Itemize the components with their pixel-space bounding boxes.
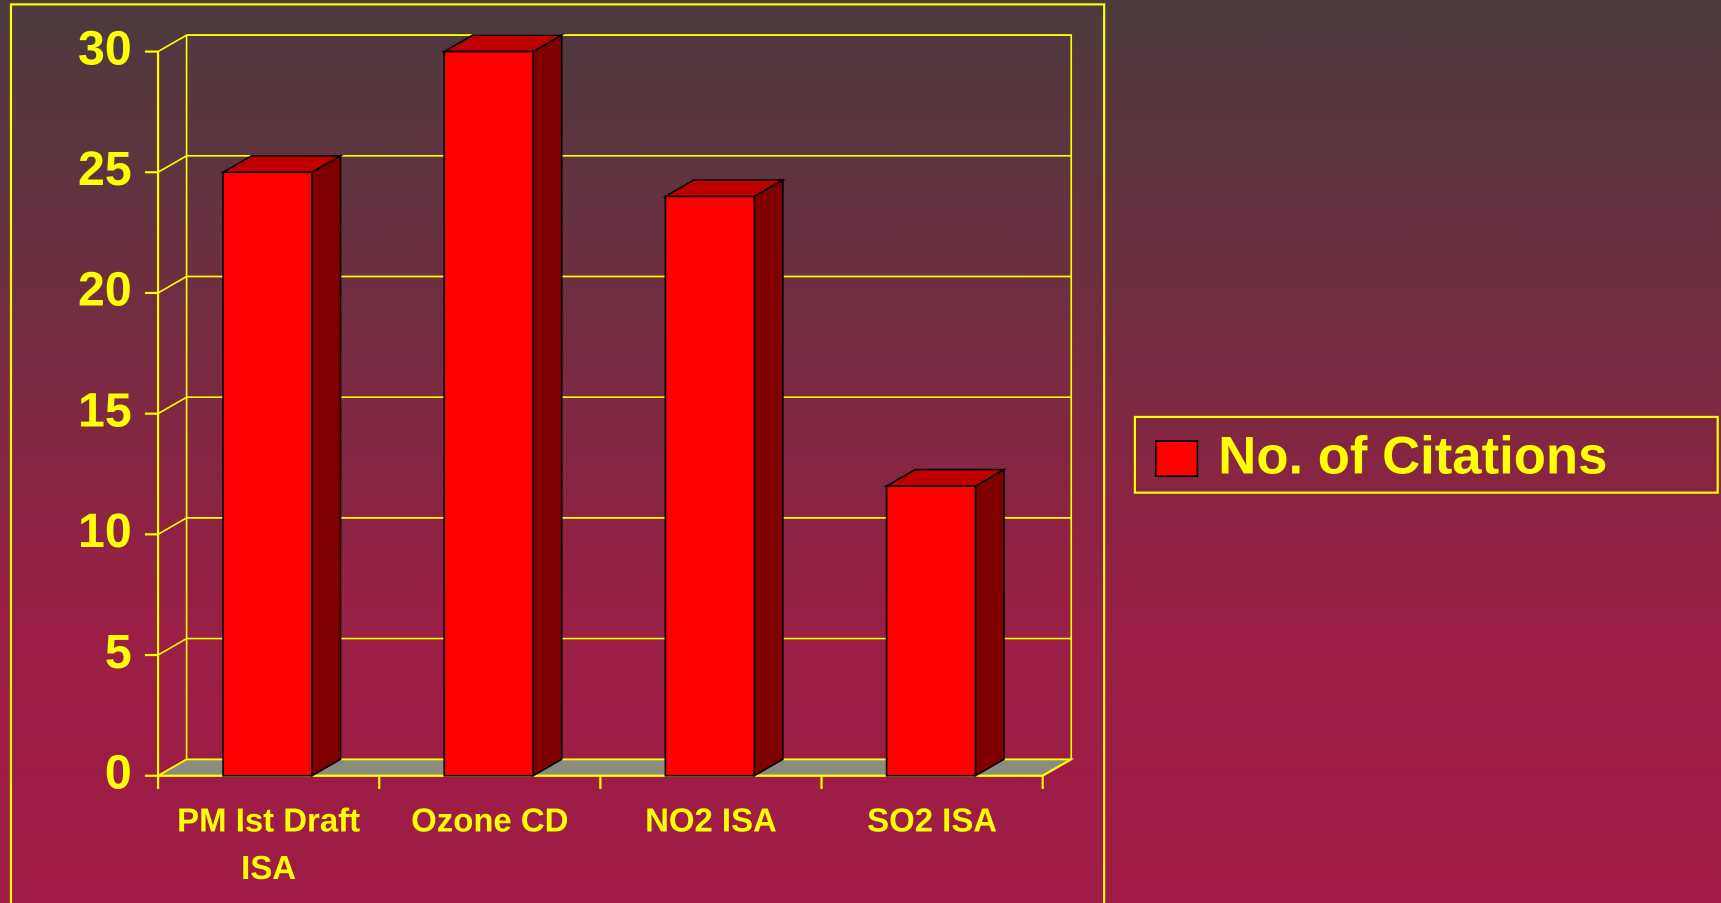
x-tick-label: PM Ist Draft ISA: [177, 803, 361, 887]
grid-diagonal: [157, 517, 187, 536]
y-tick-label: 15: [78, 383, 132, 437]
y-tick-label: 0: [105, 745, 132, 799]
legend-swatch: [1154, 440, 1199, 478]
y-tick-label: 30: [78, 21, 132, 75]
bar-side: [753, 178, 784, 778]
bar: [443, 50, 534, 777]
bar: [885, 485, 977, 777]
grid-diagonal: [157, 396, 187, 415]
x-tick-label: NO2 ISA: [645, 803, 777, 840]
plot-frame: [9, 3, 1106, 903]
y-tick-label: 10: [78, 504, 132, 558]
bar-side: [532, 33, 563, 778]
legend-label: No. of Citations: [1218, 427, 1607, 486]
grid-diagonal: [157, 275, 187, 294]
y-tick-label: 25: [78, 142, 132, 196]
axis-edge: [1042, 758, 1072, 777]
bar: [664, 195, 756, 777]
x-tick-label: SO2 ISA: [867, 803, 998, 840]
grid-diagonal: [157, 155, 187, 173]
bar-side: [974, 468, 1005, 778]
y-tick-label: 5: [105, 625, 132, 679]
grid-diagonal: [157, 758, 187, 777]
legend-box: [1133, 415, 1719, 494]
y-tick-label: 20: [78, 263, 132, 317]
grid-diagonal: [157, 637, 187, 656]
bar: [222, 171, 313, 777]
x-tick-label: Ozone CD: [411, 803, 569, 840]
grid-diagonal: [157, 34, 187, 53]
bar-side: [311, 154, 342, 778]
